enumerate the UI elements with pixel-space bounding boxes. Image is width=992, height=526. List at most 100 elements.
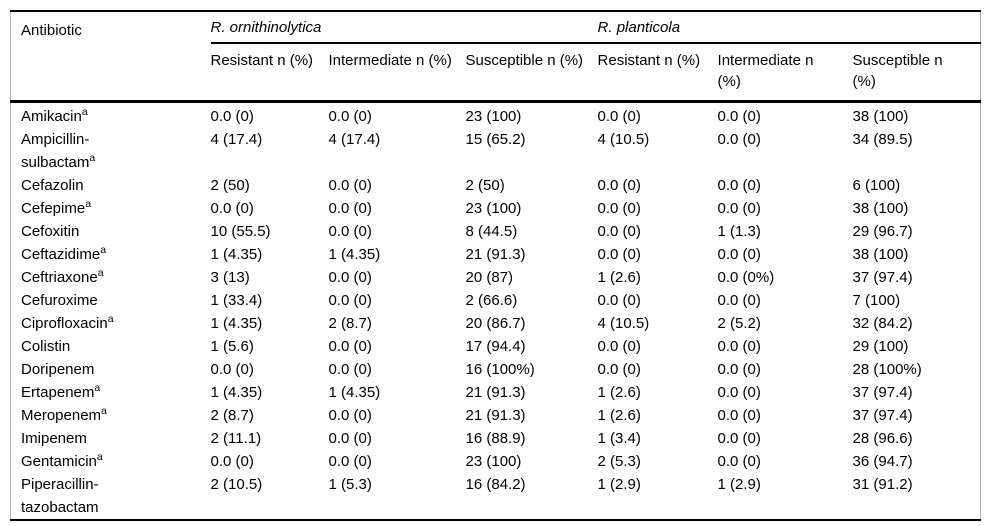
value-cell: 0.0 (0)	[717, 361, 761, 378]
value-cell: 0.0 (0)	[597, 246, 641, 263]
antibiotic-name: Cefoxitin	[21, 223, 80, 240]
antibiotic-name-cell: Piperacillin-tazobactam	[11, 473, 211, 520]
value-cell: 2 (5.3)	[597, 453, 641, 470]
value-cell: 21 (91.3)	[465, 246, 526, 263]
table-row: Imipenem 2 (11.1) 0.0 (0) 16 (88.9) 1 (3.4) 0…	[11, 427, 981, 450]
table-row: Cefuroxime 1 (33.4) 0.0 (0) 2 (66.6) 0.0 (0)…	[11, 289, 981, 312]
value-cell: 8 (44.5)	[465, 223, 518, 240]
value-cell: 0.0 (0)	[717, 200, 761, 217]
subheader-susceptible-ornithinolytica: Susceptible n (%)	[465, 43, 598, 103]
footnote-marker: a	[100, 244, 107, 256]
value-cell: 0.0 (0)	[210, 108, 254, 125]
antibiotic-name-cell: Ertapenema	[11, 381, 211, 404]
value-cell: 23 (100)	[465, 108, 522, 125]
value-cell: 0.0 (0)	[717, 108, 761, 125]
value-cell: 1 (4.35)	[210, 384, 263, 401]
value-cell: 28 (100%)	[852, 361, 922, 378]
antibiotic-name-cell: Ciprofloxacina	[11, 312, 211, 335]
subheader-intermediate-planticola: Intermediate n (%)	[717, 43, 853, 103]
antibiotic-name-cell: Meropenema	[11, 404, 211, 427]
value-cell: 2 (5.2)	[717, 315, 761, 332]
subheader-resistant-ornithinolytica: Resistant n (%)	[210, 43, 329, 103]
value-cell: 23 (100)	[465, 453, 522, 470]
table-row: Cefepimea 0.0 (0) 0.0 (0) 23 (100) 0.0 (0) 0.…	[11, 197, 981, 220]
value-cell: 1 (4.35)	[328, 384, 381, 401]
value-cell: 0.0 (0)	[717, 131, 761, 148]
value-cell: 0.0 (0)	[328, 430, 372, 447]
value-cell: 0.0 (0)	[210, 361, 254, 378]
value-cell: 0.0 (0)	[328, 223, 372, 240]
antibiotic-column-header: Antibiotic	[10, 11, 211, 103]
value-cell: 0.0 (0)	[597, 200, 641, 217]
value-cell: 0.0 (0)	[210, 200, 254, 217]
value-cell: 0.0 (0)	[717, 338, 761, 355]
antibiotic-name: Cefuroxime	[21, 292, 98, 309]
antibiotic-name-cell: Cefazolin	[11, 174, 211, 197]
value-cell: 1 (3.4)	[597, 430, 641, 447]
value-cell: 38 (100)	[852, 246, 909, 263]
antibiotic-name: Ceftazidimea	[21, 244, 107, 263]
value-cell: 16 (84.2)	[465, 476, 526, 493]
value-cell: 0.0 (0)	[328, 453, 372, 470]
value-cell: 0.0 (0)	[717, 292, 761, 309]
footnote-marker: a	[89, 152, 96, 164]
value-cell: 0.0 (0)	[597, 338, 641, 355]
value-cell: 0.0 (0)	[717, 430, 761, 447]
antibiotic-name-cell: Cefepimea	[11, 197, 211, 220]
value-cell: 0.0 (0)	[328, 338, 372, 355]
value-cell: 4 (10.5)	[597, 131, 650, 148]
value-cell: 20 (86.7)	[465, 315, 526, 332]
value-cell: 38 (100)	[852, 200, 909, 217]
antibiotic-name-cell: Ceftazidimea	[11, 243, 211, 266]
table-row: Ceftazidimea 1 (4.35) 1 (4.35) 21 (91.3) 0.0…	[11, 243, 981, 266]
table-row: Ceftriaxonea 3 (13) 0.0 (0) 20 (87) 1 (2.6) 0…	[11, 266, 981, 289]
value-cell: 16 (88.9)	[465, 430, 526, 447]
footnote-marker: a	[107, 313, 114, 325]
table-row: Gentamicina 0.0 (0) 0.0 (0) 23 (100) 2 (5.3)…	[11, 450, 981, 473]
value-cell: 3 (13)	[210, 269, 250, 286]
table-row: Ciprofloxacina 1 (4.35) 2 (8.7) 20 (86.7) 4 …	[11, 312, 981, 335]
value-cell: 28 (96.6)	[852, 430, 913, 447]
table-row: Ertapenema 1 (4.35) 1 (4.35) 21 (91.3) 1 (2.…	[11, 381, 981, 404]
value-cell: 1 (2.6)	[597, 269, 641, 286]
antibiotic-name: Ampicillin-sulbactama	[21, 131, 96, 171]
value-cell: 1 (2.9)	[717, 476, 761, 493]
footnote-marker: a	[101, 405, 107, 417]
subheader-resistant-planticola: Resistant n (%)	[597, 43, 718, 103]
table-row: Cefazolin 2 (50) 0.0 (0) 2 (50) 0.0 (0) 0.0 (…	[11, 174, 981, 197]
table-header: Antibiotic R. ornithinolytica R. plantic…	[10, 11, 981, 103]
species-header-ornithinolytica: R. ornithinolytica	[210, 11, 598, 44]
value-cell: 0.0 (0)	[328, 292, 372, 309]
value-cell: 31 (91.2)	[852, 476, 913, 493]
value-cell: 16 (100%)	[465, 361, 535, 378]
value-cell: 29 (96.7)	[852, 223, 913, 240]
antibiotic-name-cell: Gentamicina	[11, 450, 211, 473]
antibiotic-name-cell: Cefoxitin	[11, 220, 211, 243]
value-cell: 0.0 (0)	[597, 361, 641, 378]
value-cell: 0.0 (0)	[717, 177, 761, 194]
value-cell: 38 (100)	[852, 108, 909, 125]
antibiotic-name: Meropenema	[21, 405, 107, 424]
antibiotic-name: Gentamicina	[21, 451, 103, 470]
species-header-planticola: R. planticola	[597, 11, 981, 44]
value-cell: 2 (66.6)	[465, 292, 518, 309]
value-cell: 23 (100)	[465, 200, 522, 217]
value-cell: 37 (97.4)	[852, 269, 913, 286]
value-cell: 1 (1.3)	[717, 223, 761, 240]
antibiotic-name: Ciprofloxacina	[21, 313, 114, 332]
footnote-marker: a	[81, 106, 88, 118]
value-cell: 4 (17.4)	[328, 131, 381, 148]
value-cell: 0.0 (0)	[210, 453, 254, 470]
value-cell: 4 (17.4)	[210, 131, 263, 148]
table-row: Colistin 1 (5.6) 0.0 (0) 17 (94.4) 0.0 (0) 0.…	[11, 335, 981, 358]
value-cell: 0.0 (0)	[328, 269, 372, 286]
antibiotic-name-cell: Cefuroxime	[11, 289, 211, 312]
antibiotic-name: Imipenem	[21, 430, 87, 447]
subheader-row: Resistant n (%) Intermediate n (%) Susce…	[11, 43, 981, 103]
antibiotic-name: Piperacillin-tazobactam	[21, 476, 99, 516]
antibiotic-name-cell: Ceftriaxonea	[11, 266, 211, 289]
value-cell: 17 (94.4)	[465, 338, 526, 355]
value-cell: 21 (91.3)	[465, 384, 526, 401]
value-cell: 1 (2.9)	[597, 476, 641, 493]
